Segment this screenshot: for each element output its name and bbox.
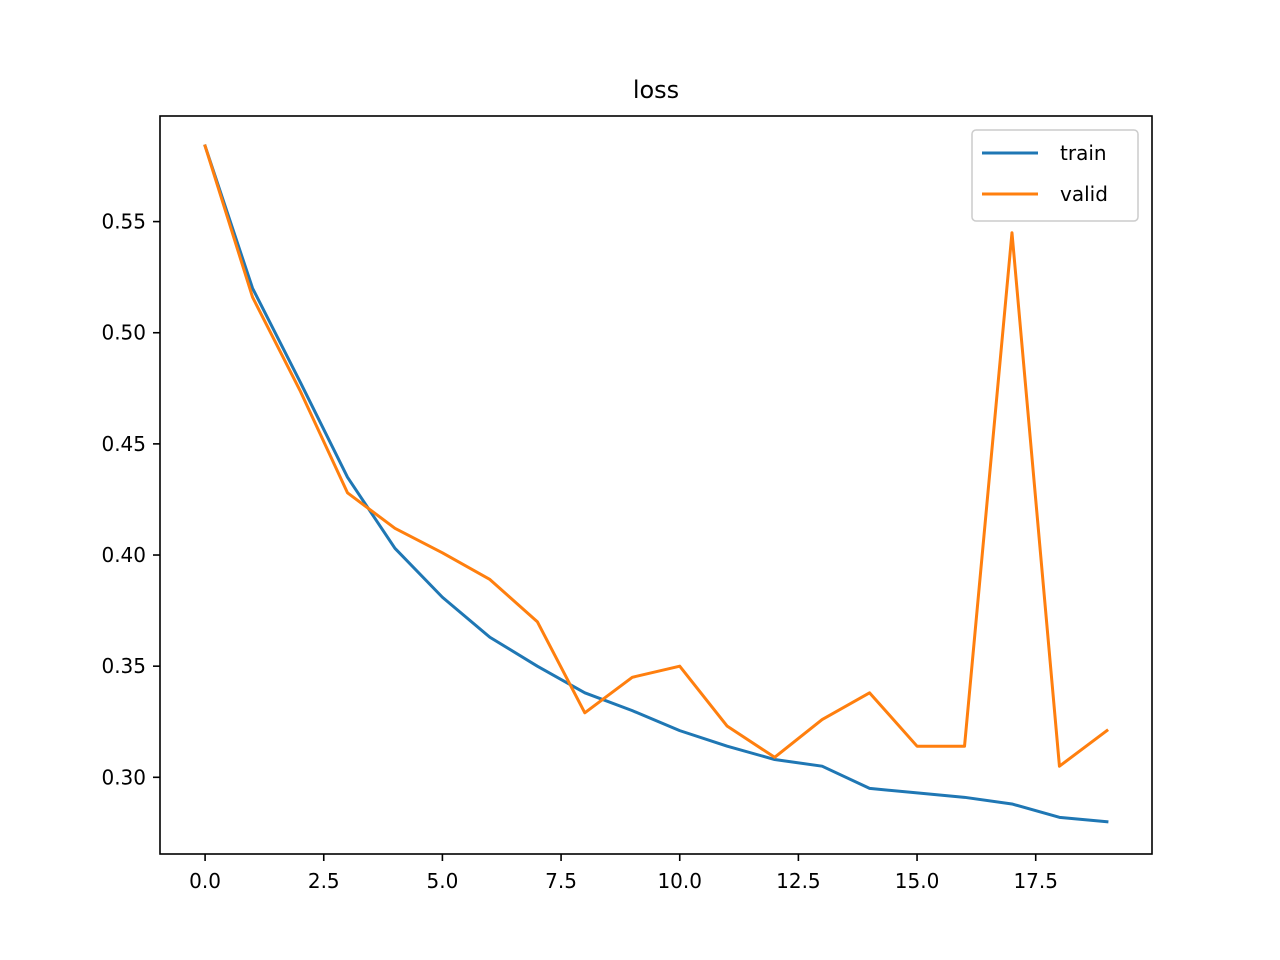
x-tick-label: 0.0 — [189, 869, 221, 893]
y-tick-label: 0.50 — [101, 321, 146, 345]
series-line-valid — [203, 144, 1110, 768]
x-tick-label: 7.5 — [545, 869, 577, 893]
y-tick-label: 0.55 — [101, 210, 146, 234]
x-tick-label: 17.5 — [1013, 869, 1058, 893]
plot-area — [160, 116, 1152, 854]
legend: train valid — [971, 129, 1139, 222]
x-axis: 0.0 2.5 5.0 7.5 10.0 12.5 15.0 17.5 — [189, 854, 1058, 893]
y-tick-label: 0.35 — [101, 654, 146, 678]
x-tick-label: 10.0 — [657, 869, 702, 893]
y-tick-label: 0.40 — [101, 543, 146, 567]
y-tick-label: 0.45 — [101, 432, 146, 456]
x-tick-label: 15.0 — [895, 869, 940, 893]
chart-title: loss — [633, 76, 679, 104]
y-tick-label: 0.30 — [101, 765, 146, 789]
series-layer — [203, 144, 1110, 824]
x-tick-label: 2.5 — [308, 869, 340, 893]
legend-label-train: train — [1060, 141, 1107, 165]
y-axis: 0.30 0.35 0.40 0.45 0.50 0.55 — [101, 210, 160, 789]
plot-frame — [159, 115, 1153, 855]
series-line-train — [203, 144, 1109, 824]
x-tick-label: 5.0 — [427, 869, 459, 893]
legend-label-valid: valid — [1060, 182, 1108, 206]
x-tick-label: 12.5 — [776, 869, 821, 893]
legend-box — [971, 129, 1139, 222]
